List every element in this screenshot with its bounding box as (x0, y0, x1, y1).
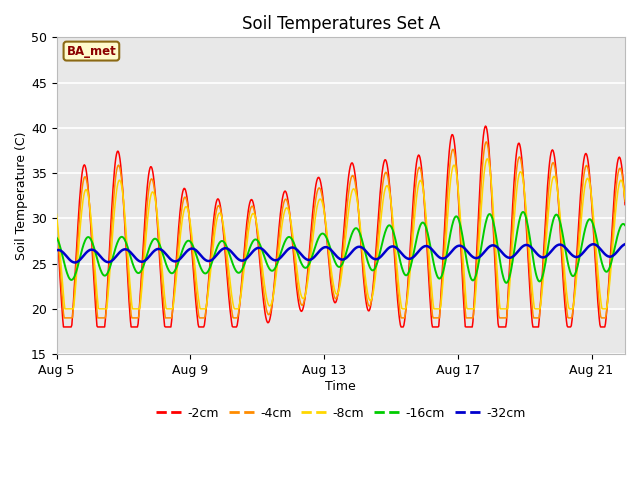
Y-axis label: Soil Temperature (C): Soil Temperature (C) (15, 132, 28, 260)
Text: BA_met: BA_met (67, 45, 116, 58)
Title: Soil Temperatures Set A: Soil Temperatures Set A (241, 15, 440, 33)
X-axis label: Time: Time (325, 380, 356, 393)
Legend: -2cm, -4cm, -8cm, -16cm, -32cm: -2cm, -4cm, -8cm, -16cm, -32cm (151, 402, 531, 424)
